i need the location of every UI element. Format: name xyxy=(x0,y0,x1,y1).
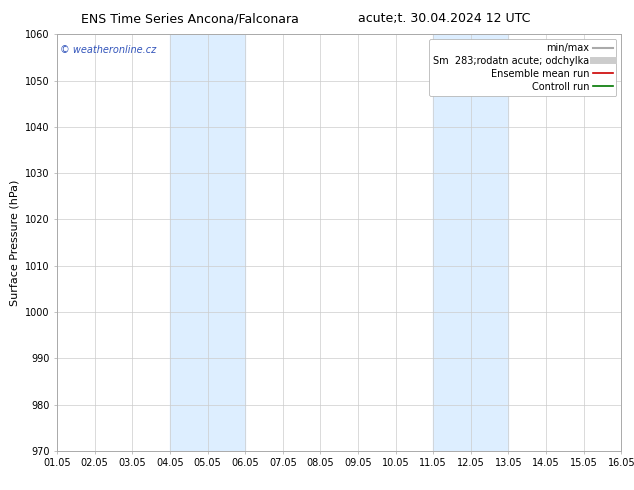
Text: © weatheronline.cz: © weatheronline.cz xyxy=(60,45,156,55)
Text: acute;t. 30.04.2024 12 UTC: acute;t. 30.04.2024 12 UTC xyxy=(358,12,530,25)
Y-axis label: Surface Pressure (hPa): Surface Pressure (hPa) xyxy=(10,179,19,306)
Bar xyxy=(170,34,245,451)
Legend: min/max, Sm  283;rodatn acute; odchylka, Ensemble mean run, Controll run: min/max, Sm 283;rodatn acute; odchylka, … xyxy=(429,39,616,96)
Text: ENS Time Series Ancona/Falconara: ENS Time Series Ancona/Falconara xyxy=(81,12,299,25)
Bar xyxy=(433,34,508,451)
